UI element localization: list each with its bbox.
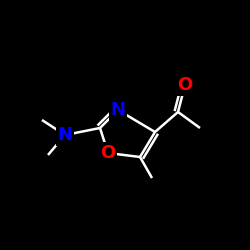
Text: N: N [110, 101, 126, 119]
Text: N: N [58, 126, 72, 144]
Text: O: O [100, 144, 116, 162]
Text: O: O [178, 76, 192, 94]
